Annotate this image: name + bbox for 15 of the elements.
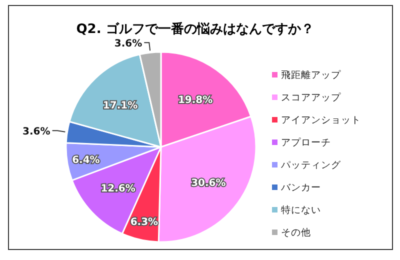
chart-title: Q2. ゴルフで一番の悩みはなんですか？ — [76, 21, 314, 37]
legend-label: スコアアップ — [281, 92, 342, 104]
data-label: 12.6% — [100, 183, 136, 194]
legend-label: アプローチ — [281, 136, 331, 148]
data-label: 6.4% — [72, 154, 100, 166]
data-label: 6.3% — [130, 217, 158, 228]
legend-label: 飛距離アップ — [281, 69, 342, 81]
legend-label: 特にない — [281, 204, 321, 216]
data-label: 3.6% — [22, 126, 50, 138]
data-label: 19.8% — [178, 95, 213, 106]
data-label: 3.6% — [114, 38, 142, 50]
data-label: 17.1% — [102, 100, 138, 112]
legend-label: バンカー — [280, 182, 321, 194]
data-label: 30.6% — [191, 178, 226, 189]
legend-label: その他 — [281, 226, 311, 238]
